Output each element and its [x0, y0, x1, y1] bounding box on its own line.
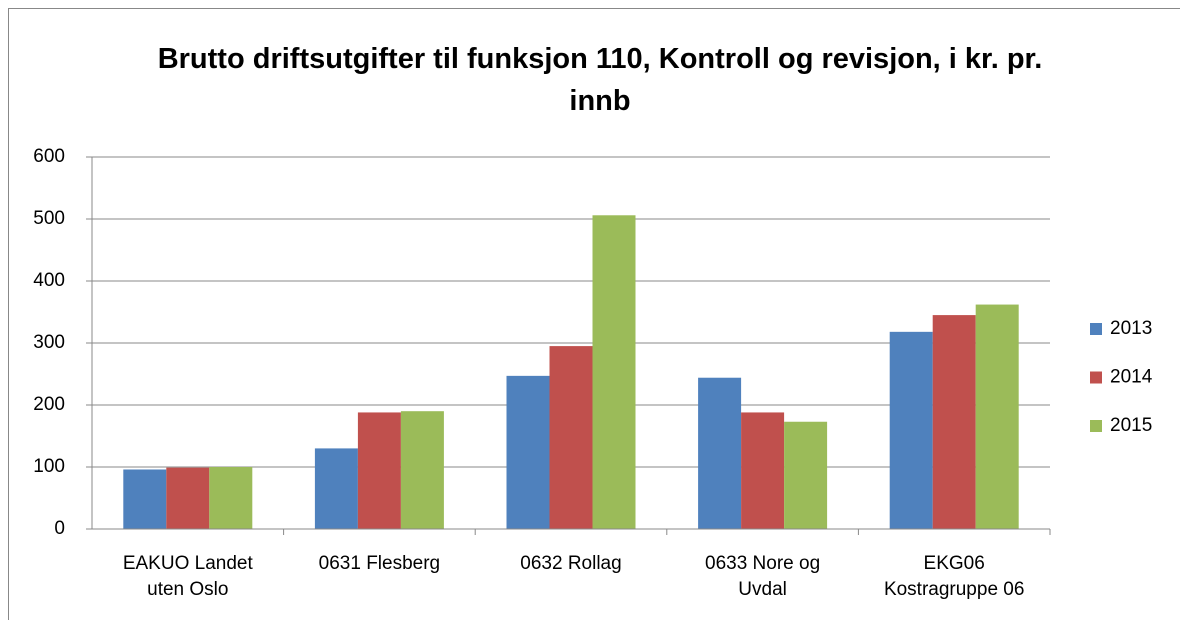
x-tick-label: EKG06 Kostragruppe 06	[883, 553, 1025, 600]
bar	[889, 331, 933, 529]
x-tick-label: 0633 Nore og Uvdal	[705, 553, 821, 600]
legend-swatch	[1090, 323, 1102, 335]
bar	[741, 412, 785, 529]
bar	[549, 346, 593, 529]
x-tick-label: EAKUO Landet uten Oslo	[122, 553, 253, 600]
chart-border	[8, 8, 1180, 620]
bar	[592, 215, 636, 529]
y-tick-label: 0	[54, 518, 65, 539]
legend-label: 2014	[1110, 367, 1153, 388]
y-tick-label: 200	[33, 394, 65, 415]
chart-title: Brutto driftsutgifter til funksjon 110, …	[157, 43, 1043, 117]
x-tick-label: 0632 Rollag	[520, 553, 622, 574]
legend-label: 2013	[1110, 318, 1152, 339]
legend-swatch	[1090, 420, 1102, 432]
y-tick-label: 600	[33, 146, 65, 167]
bar	[932, 315, 976, 529]
bar	[975, 304, 1019, 529]
bar	[209, 467, 253, 529]
bar	[166, 467, 210, 529]
bar	[784, 421, 828, 529]
bar	[123, 469, 167, 529]
legend-swatch	[1090, 371, 1102, 384]
bar	[357, 412, 401, 529]
bar	[314, 448, 358, 529]
y-tick-label: 400	[33, 270, 65, 291]
bar	[698, 377, 742, 529]
legend-label: 2015	[1110, 415, 1152, 436]
y-tick-label: 500	[33, 208, 65, 229]
x-tick-label: 0631 Flesberg	[318, 553, 441, 574]
y-tick-label: 100	[33, 456, 65, 477]
bar	[400, 411, 444, 529]
y-tick-label: 300	[33, 332, 65, 353]
bar	[506, 375, 550, 529]
